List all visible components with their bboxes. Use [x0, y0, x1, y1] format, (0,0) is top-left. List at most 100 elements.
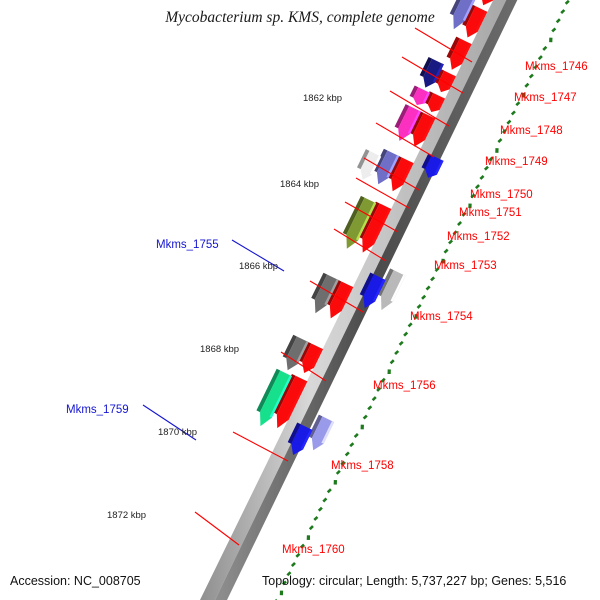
- gene-feature[interactable]: [273, 373, 308, 429]
- scale-tick-mark: [349, 442, 355, 448]
- gene-body[interactable]: [291, 424, 313, 456]
- gene-label-mkms_1747[interactable]: Mkms_1747: [514, 92, 577, 104]
- gene-body[interactable]: [286, 336, 309, 371]
- gene-feature[interactable]: [409, 85, 430, 105]
- scale-tick-mark: [551, 27, 557, 33]
- gene-feature[interactable]: [421, 153, 444, 178]
- gene-feature[interactable]: [287, 422, 313, 456]
- scale-tick-mark: [340, 460, 346, 466]
- scale-label-group: 1862 kbp 1864 kbp 1866 kbp 1868 kbp 1870 kbp…: [107, 93, 342, 521]
- scale-tick-mark: [313, 515, 319, 521]
- gene-body[interactable]: [381, 270, 406, 311]
- gene-feature[interactable]: [434, 68, 456, 93]
- gene-feature[interactable]: [409, 111, 436, 147]
- scale-label: 1862 kbp: [303, 93, 342, 104]
- gene-label-mkms_1754[interactable]: Mkms_1754: [410, 311, 473, 323]
- gene-body[interactable]: [481, 0, 501, 6]
- gene-feature[interactable]: [377, 268, 406, 311]
- gene-feature[interactable]: [394, 104, 421, 141]
- gene-highlight: [434, 159, 444, 175]
- gene-body[interactable]: [413, 112, 436, 147]
- gene-highlight: [339, 286, 354, 312]
- gene-highlight: [422, 91, 430, 104]
- gene-side-face: [409, 85, 419, 98]
- gene-label-mkms_1758[interactable]: Mkms_1758: [331, 460, 394, 472]
- gene-label-mkms_1746[interactable]: Mkms_1746: [525, 61, 588, 73]
- gene-leader-line: [401, 56, 464, 94]
- gene-feature[interactable]: [342, 195, 377, 249]
- gene-leader-line: [309, 280, 364, 313]
- scale-tick-mark: [515, 101, 521, 107]
- gene-label-mkms_1756[interactable]: Mkms_1756: [373, 380, 436, 392]
- gene-leader-line: [333, 228, 387, 262]
- gene-body[interactable]: [391, 157, 414, 192]
- gene-label-mkms_1751[interactable]: Mkms_1751: [459, 207, 522, 219]
- gene-body[interactable]: [362, 203, 392, 253]
- gene-label-mkms_1750[interactable]: Mkms_1750: [470, 189, 533, 201]
- scale-tick-mark: [326, 488, 332, 494]
- gene-side-face: [308, 414, 323, 439]
- gene-feature[interactable]: [477, 0, 501, 6]
- gene-track-forward[interactable]: [256, 0, 520, 429]
- gene-feature[interactable]: [462, 4, 488, 38]
- gene-track-reverse[interactable]: [287, 153, 444, 456]
- gene-label-group[interactable]: Mkms_1746 Mkms_1747 Mkms_1748 Mkms_1749 Mkms…: [66, 61, 588, 556]
- gene-label-mkms_1753[interactable]: Mkms_1753: [434, 260, 497, 272]
- gene-body[interactable]: [363, 274, 386, 309]
- gene-side-face: [273, 373, 296, 415]
- gene-label-mkms_1749[interactable]: Mkms_1749: [485, 156, 548, 168]
- scale-tick-mark: [416, 303, 422, 309]
- gene-body[interactable]: [423, 58, 444, 88]
- gene-label-mkms_1760[interactable]: Mkms_1760: [282, 544, 345, 556]
- gene-feature[interactable]: [446, 36, 472, 70]
- scale-tick-mark: [474, 184, 480, 190]
- scale-tick-mark: [564, 0, 570, 5]
- gene-body[interactable]: [302, 343, 323, 373]
- gene-body[interactable]: [276, 375, 308, 429]
- gene-body[interactable]: [260, 370, 292, 427]
- gene-body[interactable]: [425, 155, 444, 178]
- gene-body[interactable]: [346, 197, 377, 249]
- gene-highlight: [372, 278, 386, 302]
- gene-label-mkms_1755[interactable]: Mkms_1755: [156, 239, 219, 251]
- gene-feature[interactable]: [308, 414, 335, 451]
- gene-side-face: [282, 334, 297, 359]
- gene-feature[interactable]: [256, 368, 292, 427]
- gene-body[interactable]: [465, 6, 488, 38]
- gene-label-mkms_1748[interactable]: Mkms_1748: [500, 125, 563, 137]
- scale-tick-mark: [317, 506, 323, 512]
- gene-leader-line: [142, 404, 197, 441]
- gene-body[interactable]: [376, 150, 400, 185]
- gene-feature[interactable]: [449, 0, 488, 30]
- gene-leader-line: [389, 90, 450, 127]
- gene-leader-line: [375, 122, 435, 158]
- scale-tick-mark: [524, 82, 530, 88]
- scale-tick-mark: [335, 469, 341, 475]
- scale-tick-mark: [528, 73, 534, 79]
- gene-leader-line: [355, 177, 410, 209]
- gene-highlight: [355, 202, 377, 241]
- gene-feature[interactable]: [419, 56, 444, 88]
- gene-body[interactable]: [360, 150, 382, 180]
- gene-feature[interactable]: [373, 148, 400, 185]
- gene-feature[interactable]: [359, 272, 386, 309]
- scale-tick-mark: [483, 165, 489, 171]
- gene-side-face: [421, 153, 432, 170]
- gene-highlight: [462, 0, 476, 21]
- gene-feature[interactable]: [282, 334, 309, 371]
- gene-feature[interactable]: [424, 91, 445, 112]
- gene-highlight: [371, 207, 392, 245]
- gene-body[interactable]: [437, 70, 456, 93]
- gene-body[interactable]: [450, 38, 472, 70]
- gene-body[interactable]: [398, 105, 421, 141]
- gene-label-mkms_1759[interactable]: Mkms_1759: [66, 404, 129, 416]
- gene-body[interactable]: [311, 416, 335, 451]
- gene-feature[interactable]: [358, 201, 392, 253]
- gene-feature[interactable]: [298, 341, 323, 373]
- gene-body[interactable]: [314, 274, 339, 314]
- gene-side-face: [357, 149, 370, 170]
- gene-label-mkms_1752[interactable]: Mkms_1752: [447, 231, 510, 243]
- scale-tick-mark: [322, 497, 328, 503]
